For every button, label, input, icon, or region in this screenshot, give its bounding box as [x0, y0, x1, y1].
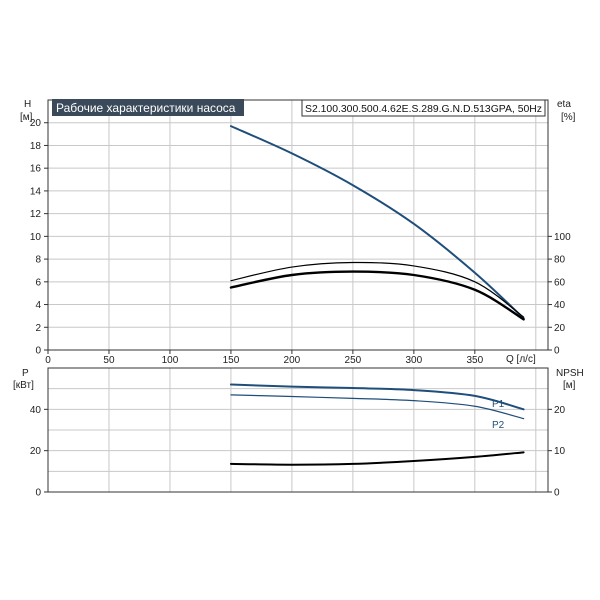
y-tick-label-head: 12	[30, 209, 42, 220]
model-box	[301, 99, 546, 117]
y-axis-label-head: H	[24, 99, 31, 110]
frame-layer	[47, 99, 549, 493]
y-axis-label-power: P	[22, 368, 29, 379]
y-tick-label-npsh: 20	[554, 405, 566, 416]
y-tick-label-eta: 0	[554, 346, 560, 357]
npsh-curve	[229, 451, 525, 466]
y-tick-label-power: 0	[35, 488, 41, 499]
title-background	[52, 99, 244, 116]
efficiency-curve-2	[229, 270, 525, 321]
y-tick-label-head: 6	[35, 277, 41, 288]
y-tick-label-head: 4	[35, 300, 41, 311]
y-axis-label-eta: eta	[557, 99, 571, 110]
y-axis-unit-head: [м]	[20, 112, 33, 123]
y-axis-unit-eta: [%]	[561, 112, 576, 123]
y-tick-label-power: 40	[30, 405, 42, 416]
power-curve-p1	[229, 383, 525, 411]
series-layer	[229, 125, 525, 466]
y-tick-label-head: 18	[30, 141, 42, 152]
x-tick-label: 50	[103, 355, 115, 366]
x-tick-label: 150	[223, 355, 240, 366]
x-axis-label: Q [л/с]	[506, 354, 536, 365]
x-tick-label: 200	[284, 355, 301, 366]
x-tick-label: 350	[466, 355, 483, 366]
y-axis-unit-power: [кВт]	[13, 380, 34, 391]
y-tick-label-head: 10	[30, 232, 42, 243]
x-tick-label: 300	[406, 355, 423, 366]
y-tick-label-npsh: 10	[554, 446, 566, 457]
y-axis-unit-npsh: [м]	[563, 380, 576, 391]
y-tick-label-eta: 100	[554, 232, 571, 243]
x-tick-label: 100	[162, 355, 179, 366]
power-curve-p2	[230, 394, 525, 420]
y-tick-label-head: 20	[30, 118, 42, 129]
y-tick-label-npsh: 0	[554, 488, 560, 499]
y-tick-label-head: 14	[30, 186, 42, 197]
chart-title: Рабочие характеристики насоса	[56, 101, 236, 115]
efficiency-curve-1	[230, 261, 525, 318]
y-axis-label-npsh: NPSH	[556, 368, 584, 379]
y-tick-label-head: 2	[35, 323, 41, 334]
y-tick-label-head: 0	[35, 346, 41, 357]
y-tick-label-power: 20	[30, 446, 42, 457]
y-tick-label-eta: 40	[554, 300, 566, 311]
upper-plot-frame	[47, 99, 549, 351]
head-curve	[229, 125, 525, 320]
y-tick-label-eta: 80	[554, 255, 566, 266]
tick-layer: 0 50 100 150 200 250 300 3500246810121416182002…	[30, 118, 571, 498]
x-tick-label: 0	[45, 355, 51, 366]
y-tick-label-head: 16	[30, 164, 42, 175]
y-tick-label-eta: 20	[554, 323, 566, 334]
lower-plot-frame	[47, 367, 549, 493]
y-tick-label-head: 8	[35, 255, 41, 266]
y-tick-label-eta: 60	[554, 277, 566, 288]
p1-label: P1	[492, 399, 505, 410]
x-tick-label: 250	[345, 355, 362, 366]
p2-label: P2	[492, 420, 505, 431]
model-designation: S2.100.300.500.4.62E.S.289.G.N.D.513GPA,…	[305, 104, 542, 115]
